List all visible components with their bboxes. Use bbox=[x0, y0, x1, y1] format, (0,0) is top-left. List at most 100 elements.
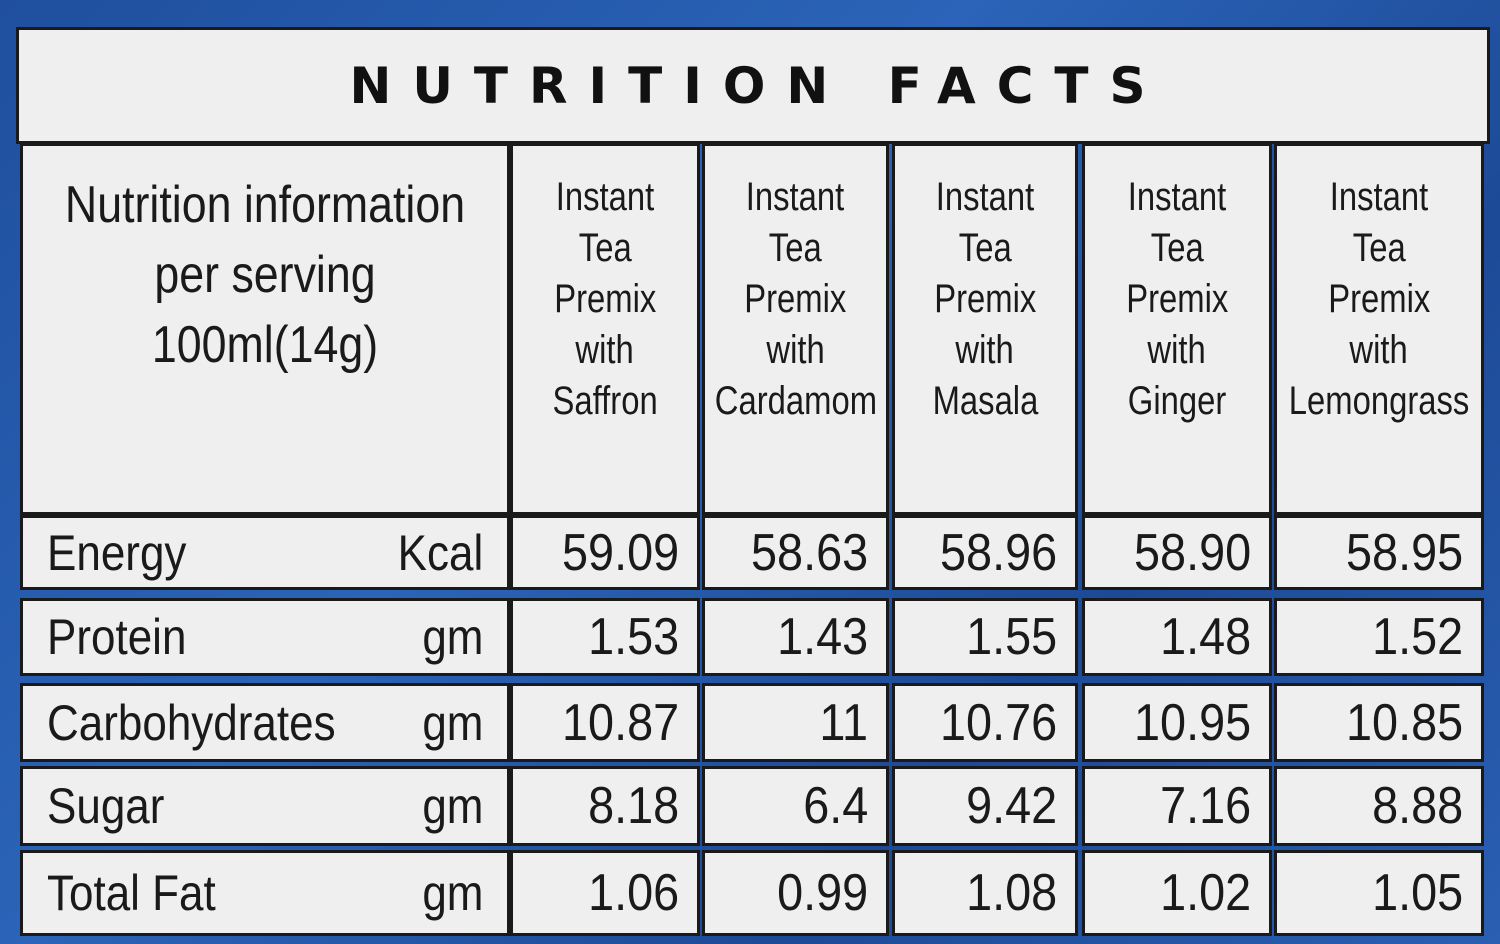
product-header-3: Instant Tea Premix with Masala bbox=[892, 143, 1078, 515]
product-header-5: Instant Tea Premix with Lemongrass bbox=[1274, 143, 1484, 515]
nutrient-value: 11 bbox=[819, 693, 868, 752]
product-name-line: Instant bbox=[935, 175, 1035, 219]
product-name-line: with bbox=[1147, 328, 1207, 372]
nutrient-value: 0.99 bbox=[776, 864, 868, 922]
serving-info: Nutrition information per serving 100ml(14… bbox=[57, 146, 473, 380]
product-name-line: Instant bbox=[1127, 175, 1227, 219]
nutrient-value: 7.16 bbox=[1159, 777, 1251, 835]
nutrient-value: 1.53 bbox=[587, 608, 679, 666]
nutrient-unit: gm bbox=[421, 694, 483, 751]
value-cell: 10.76 bbox=[892, 683, 1078, 762]
serving-info-line: 100ml(14g) bbox=[151, 316, 379, 374]
value-cell: 58.95 bbox=[1274, 515, 1484, 590]
nutrient-name: Energy bbox=[47, 524, 187, 581]
nutrient-label-total-fat: Total Fat gm bbox=[20, 850, 510, 936]
value-cell: 11 bbox=[702, 683, 889, 762]
product-name-line: Premix bbox=[933, 277, 1037, 321]
nutrient-value: 58.63 bbox=[750, 523, 868, 582]
value-cell: 1.05 bbox=[1274, 850, 1484, 936]
product-name-line: Tea bbox=[769, 226, 822, 270]
product-name-line: Premix bbox=[744, 277, 847, 321]
nutrient-name: Sugar bbox=[47, 778, 165, 834]
nutrient-value: 1.48 bbox=[1159, 608, 1251, 666]
header-label-cell: Nutrition information per serving 100ml(14… bbox=[20, 143, 510, 515]
nutrient-value: 59.09 bbox=[561, 523, 679, 582]
product-name-line: with bbox=[766, 328, 825, 372]
product-name-line: Premix bbox=[1327, 277, 1431, 321]
table-title: NUTRITION FACTS bbox=[349, 56, 1167, 115]
nutrient-label-sugar: Sugar gm bbox=[20, 766, 510, 846]
nutrient-value: 10.76 bbox=[939, 693, 1057, 752]
value-cell: 1.52 bbox=[1274, 598, 1484, 676]
title-panel: NUTRITION FACTS bbox=[16, 27, 1490, 144]
value-cell: 58.63 bbox=[702, 515, 889, 590]
value-cell: 1.48 bbox=[1082, 598, 1272, 676]
value-cell: 1.08 bbox=[892, 850, 1078, 936]
product-name-line: Lemongrass bbox=[1288, 379, 1470, 423]
value-cell: 58.96 bbox=[892, 515, 1078, 590]
nutrient-unit: gm bbox=[421, 609, 483, 665]
nutrient-value: 1.06 bbox=[587, 864, 679, 922]
nutrient-label-protein: Protein gm bbox=[20, 598, 510, 676]
nutrient-label-carbohydrates: Carbohydrates gm bbox=[20, 683, 510, 762]
product-name-line: Tea bbox=[578, 226, 632, 270]
value-cell: 1.43 bbox=[702, 598, 889, 676]
nutrient-value: 1.55 bbox=[965, 608, 1057, 666]
nutrient-value: 58.90 bbox=[1133, 523, 1251, 582]
value-cell: 10.85 bbox=[1274, 683, 1484, 762]
nutrient-name: Total Fat bbox=[47, 865, 216, 921]
value-cell: 10.87 bbox=[510, 683, 700, 762]
product-name-line: with bbox=[955, 328, 1015, 372]
nutrient-unit: gm bbox=[421, 865, 483, 921]
product-name-line: Ginger bbox=[1127, 379, 1227, 423]
serving-info-line: per serving bbox=[154, 246, 376, 304]
nutrient-value: 58.95 bbox=[1345, 523, 1463, 582]
product-name-line: Tea bbox=[1352, 226, 1406, 270]
product-name-line: Instant bbox=[746, 175, 845, 219]
product-name-line: Premix bbox=[1125, 277, 1229, 321]
nutrient-value: 1.43 bbox=[776, 608, 868, 666]
nutrient-label-energy: Energy Kcal bbox=[20, 515, 510, 590]
value-cell: 1.55 bbox=[892, 598, 1078, 676]
value-cell: 9.42 bbox=[892, 766, 1078, 846]
product-header-1: Instant Tea Premix with Saffron bbox=[510, 143, 700, 515]
nutrient-value: 1.02 bbox=[1159, 864, 1251, 922]
value-cell: 8.18 bbox=[510, 766, 700, 846]
value-cell: 59.09 bbox=[510, 515, 700, 590]
nutrient-value: 10.87 bbox=[561, 693, 679, 752]
value-cell: 1.06 bbox=[510, 850, 700, 936]
nutrient-unit: Kcal bbox=[397, 524, 483, 581]
nutrient-unit: gm bbox=[421, 778, 483, 834]
product-name-line: Masala bbox=[932, 379, 1038, 423]
nutrient-value: 1.08 bbox=[965, 864, 1057, 922]
nutrient-value: 9.42 bbox=[965, 777, 1057, 835]
value-cell: 1.02 bbox=[1082, 850, 1272, 936]
nutrient-value: 1.05 bbox=[1371, 864, 1463, 922]
product-name-line: Premix bbox=[553, 277, 657, 321]
nutrient-value: 58.96 bbox=[939, 523, 1057, 582]
nutrient-name: Carbohydrates bbox=[47, 694, 336, 751]
product-header-4: Instant Tea Premix with Ginger bbox=[1082, 143, 1272, 515]
nutrient-value: 10.95 bbox=[1133, 693, 1251, 752]
nutrient-name: Protein bbox=[47, 609, 187, 665]
product-name-line: Saffron bbox=[552, 379, 658, 423]
nutrient-value: 8.18 bbox=[587, 777, 679, 835]
value-cell: 6.4 bbox=[702, 766, 889, 846]
product-name-line: Cardamom bbox=[714, 379, 877, 423]
product-name-line: Tea bbox=[1150, 226, 1204, 270]
product-name-line: Tea bbox=[958, 226, 1012, 270]
product-name-line: Instant bbox=[555, 175, 655, 219]
product-name-line: with bbox=[1349, 328, 1409, 372]
value-cell: 0.99 bbox=[702, 850, 889, 936]
nutrient-value: 8.88 bbox=[1371, 777, 1463, 835]
value-cell: 58.90 bbox=[1082, 515, 1272, 590]
product-name-line: with bbox=[575, 328, 635, 372]
nutrient-value: 10.85 bbox=[1345, 693, 1463, 752]
product-header-2: Instant Tea Premix with Cardamom bbox=[702, 143, 889, 515]
product-name-line: Instant bbox=[1329, 175, 1429, 219]
value-cell: 1.53 bbox=[510, 598, 700, 676]
value-cell: 10.95 bbox=[1082, 683, 1272, 762]
nutrient-value: 6.4 bbox=[802, 777, 868, 835]
nutrient-value: 1.52 bbox=[1371, 608, 1463, 666]
value-cell: 7.16 bbox=[1082, 766, 1272, 846]
